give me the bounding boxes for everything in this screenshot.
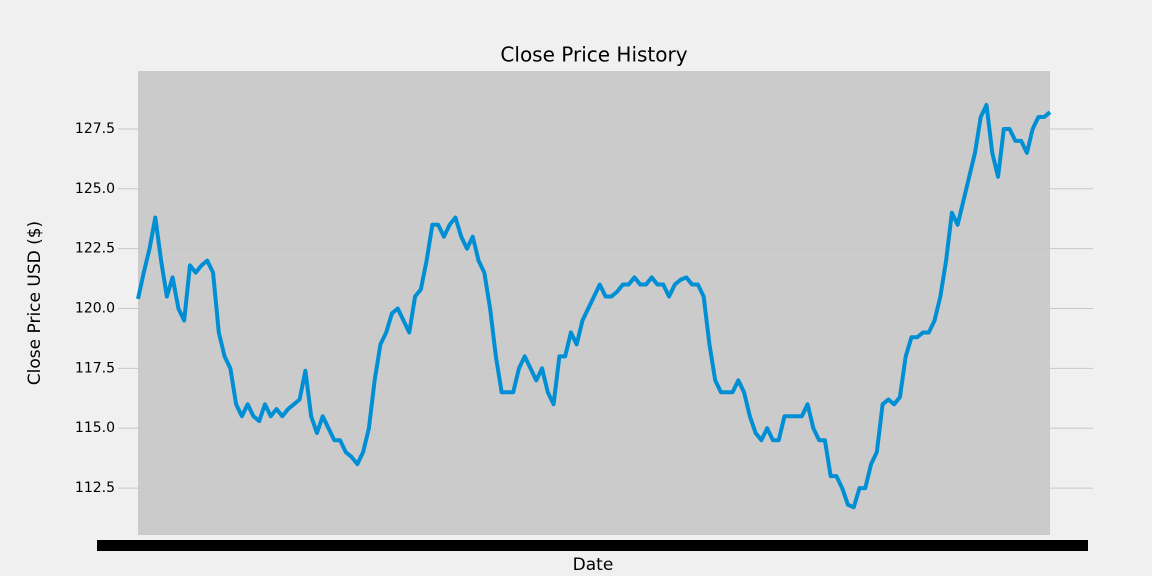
y-tick-label: 122.5 (75, 241, 115, 257)
price-line (136, 103, 1052, 510)
plot-area (138, 71, 1050, 535)
y-tick-label: 115.0 (75, 420, 115, 436)
y-tick-label: 120.0 (75, 301, 115, 317)
x-axis-label: Date (573, 555, 614, 575)
y-tick-label: 117.5 (75, 360, 115, 376)
chart-title: Close Price History (500, 43, 687, 67)
y-tick-label: 127.5 (75, 121, 115, 137)
y-tick-label: 125.0 (75, 181, 115, 197)
x-tick-labels-overlap (97, 540, 1088, 551)
y-axis-label: Close Price USD ($) (25, 221, 45, 385)
y-tick-label: 112.5 (75, 480, 115, 496)
